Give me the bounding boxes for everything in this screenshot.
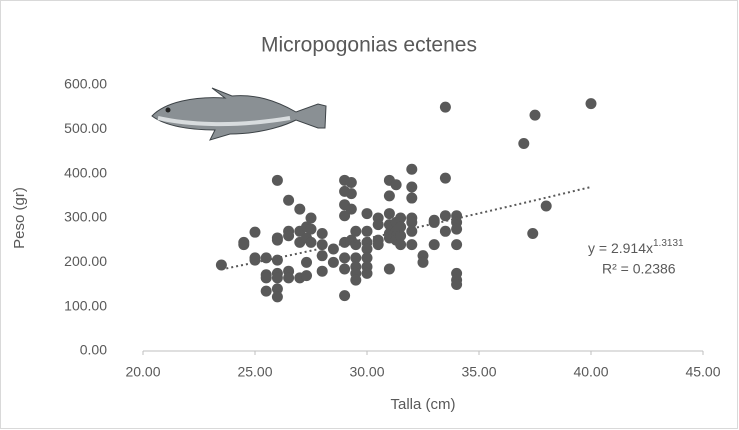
- data-point: [391, 179, 402, 190]
- data-point: [250, 227, 261, 238]
- data-point: [317, 266, 328, 277]
- data-point: [373, 219, 384, 230]
- data-point: [301, 270, 312, 281]
- equation-text: y = 2.914x: [588, 240, 653, 256]
- x-tick-label: 25.00: [237, 364, 272, 380]
- r-squared: R² = 0.2386: [602, 261, 676, 277]
- data-point: [406, 181, 417, 192]
- data-point: [306, 237, 317, 248]
- data-point: [261, 286, 272, 297]
- data-point: [339, 263, 350, 274]
- data-point: [350, 275, 361, 286]
- data-point: [362, 226, 373, 237]
- x-tick-label: 40.00: [573, 364, 608, 380]
- data-point: [384, 263, 395, 274]
- data-point: [339, 252, 350, 263]
- data-point: [346, 188, 357, 199]
- data-point: [261, 272, 272, 283]
- y-tick-label: 600.00: [64, 76, 107, 92]
- data-point: [306, 224, 317, 235]
- equation-exponent: 1.3131: [653, 238, 684, 249]
- data-point: [384, 190, 395, 201]
- data-point: [429, 239, 440, 250]
- y-tick-label: 300.00: [64, 209, 107, 225]
- x-tick-label: 30.00: [349, 364, 384, 380]
- data-point: [406, 164, 417, 175]
- data-point: [395, 239, 406, 250]
- x-tick-label: 45.00: [685, 364, 720, 380]
- y-tick-label: 400.00: [64, 164, 107, 180]
- chart: Micropogonias ectenes Talla (cm) Peso (g…: [0, 0, 739, 430]
- data-point: [339, 290, 350, 301]
- y-tick-label: 0.00: [80, 342, 107, 358]
- data-point: [527, 228, 538, 239]
- data-point: [586, 98, 597, 109]
- data-point: [451, 239, 462, 250]
- data-point: [328, 244, 339, 255]
- data-point: [384, 208, 395, 219]
- data-point: [406, 193, 417, 204]
- data-point: [238, 237, 249, 248]
- y-tick-label: 200.00: [64, 253, 107, 269]
- x-tick-label: 20.00: [125, 364, 160, 380]
- data-point: [406, 226, 417, 237]
- data-point: [373, 239, 384, 250]
- y-tick-label: 100.00: [64, 297, 107, 313]
- x-axis-title: Talla (cm): [390, 396, 455, 413]
- data-point: [541, 201, 552, 212]
- data-point: [518, 138, 529, 149]
- data-point: [317, 228, 328, 239]
- data-point: [283, 195, 294, 206]
- data-point: [346, 177, 357, 188]
- data-point: [283, 230, 294, 241]
- data-point: [306, 213, 317, 224]
- x-tick-label: 35.00: [461, 364, 496, 380]
- data-point: [530, 110, 541, 121]
- data-point: [272, 272, 283, 283]
- y-axis-title: Peso (gr): [11, 187, 28, 249]
- data-point: [362, 268, 373, 279]
- data-point: [440, 173, 451, 184]
- data-point: [328, 257, 339, 268]
- data-point: [451, 224, 462, 235]
- data-point: [272, 175, 283, 186]
- data-point: [294, 204, 305, 215]
- data-point: [317, 250, 328, 261]
- chart-title: Micropogonias ectenes: [261, 34, 477, 57]
- data-point: [283, 272, 294, 283]
- data-point: [362, 208, 373, 219]
- data-point: [406, 239, 417, 250]
- data-point: [272, 235, 283, 246]
- data-point: [440, 210, 451, 221]
- data-point: [440, 102, 451, 113]
- data-point: [418, 257, 429, 268]
- y-tick-label: 500.00: [64, 120, 107, 136]
- data-point: [272, 291, 283, 302]
- data-point: [440, 226, 451, 237]
- data-point: [350, 226, 361, 237]
- data-point: [346, 204, 357, 215]
- data-point: [301, 257, 312, 268]
- data-point: [451, 279, 462, 290]
